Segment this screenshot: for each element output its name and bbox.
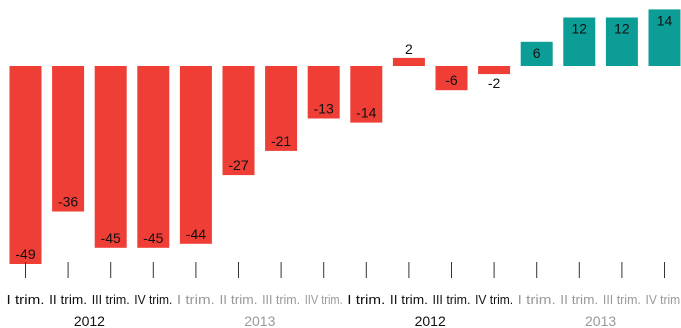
value-label-1: -49 (15, 246, 35, 262)
bar-12 (478, 66, 511, 75)
category-label-16: IV trim. (646, 292, 681, 307)
bar-1 (9, 66, 42, 264)
value-label-10: 2 (405, 41, 413, 57)
value-label-3: -45 (101, 230, 121, 246)
category-label-11: III trim. (433, 292, 471, 307)
category-label-13: I trim. (518, 292, 556, 307)
value-label-11: -6 (445, 72, 458, 88)
category-label-10: II trim. (390, 292, 428, 307)
bar-9 (350, 66, 383, 123)
category-label-14: II trim. (560, 292, 598, 307)
year-label-2: 2013 (244, 313, 275, 328)
category-label-12: IV trim. (475, 292, 513, 307)
value-label-2: -36 (58, 194, 78, 210)
category-label-9: I trim. (347, 292, 385, 307)
year-label-3: 2012 (415, 313, 446, 328)
category-label-4: IV trim. (134, 292, 172, 307)
bar-14 (563, 17, 596, 66)
bar-7 (265, 66, 298, 151)
year-label-1: 2012 (74, 313, 105, 328)
category-label-5: I trim. (177, 292, 215, 307)
bars-layer (9, 9, 681, 264)
value-label-13: 6 (533, 45, 541, 61)
value-label-9: -14 (356, 105, 376, 121)
value-label-7: -21 (271, 133, 291, 149)
bar-3 (94, 66, 127, 248)
category-label-3: III trim. (92, 292, 130, 307)
bar-6 (222, 66, 255, 176)
category-label-15: III trim. (603, 292, 641, 307)
category-label-7: III trim. (262, 292, 300, 307)
bar-2 (52, 66, 85, 212)
year-label-4: 2013 (585, 313, 616, 328)
bar-11 (435, 66, 468, 91)
value-label-12: -2 (488, 75, 501, 91)
bar-15 (605, 17, 638, 66)
category-label-1: I trim. (7, 292, 45, 307)
value-label-6: -27 (228, 157, 248, 173)
x-axis: I trim. II trim. III trim. IV trim. I trim. I… (7, 262, 681, 328)
value-label-15: 12 (614, 21, 630, 37)
category-label-2: II trim. (49, 292, 87, 307)
bar-16 (648, 9, 681, 66)
bar-13 (520, 41, 553, 66)
category-label-6: II trim. (220, 292, 258, 307)
bar-8 (307, 66, 340, 119)
value-labels-layer: -49 -36 -45 -45 -44 -27 -21 -13 -14 2 -6 -2 6 12 12 14 (15, 12, 672, 262)
value-label-5: -44 (186, 226, 206, 242)
bar-4 (137, 66, 170, 248)
value-label-4: -45 (143, 230, 163, 246)
value-label-16: 14 (657, 12, 673, 28)
bar-10 (392, 57, 425, 66)
category-label-8: IIV trim. (305, 292, 343, 307)
value-label-8: -13 (314, 101, 334, 117)
value-label-14: 12 (572, 21, 588, 37)
bar-5 (179, 66, 212, 244)
